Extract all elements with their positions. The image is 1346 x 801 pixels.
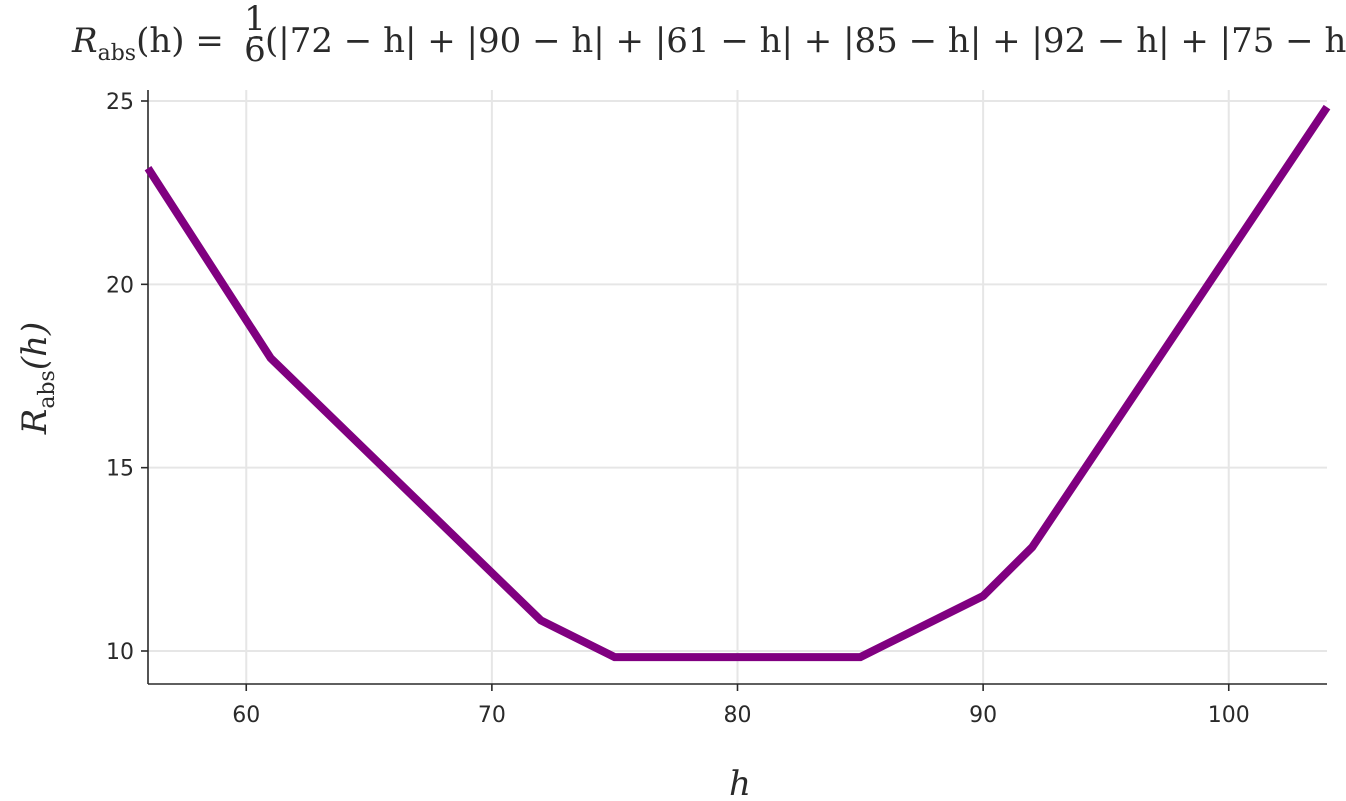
y-tick-label: 25: [106, 90, 134, 115]
y-tick-label: 20: [106, 273, 134, 298]
series-line: [144, 104, 1331, 662]
title-symbol: R: [71, 21, 98, 61]
title-fraction-numerator: 1: [244, 0, 266, 39]
y-tick-label: 10: [106, 640, 134, 665]
grid: [148, 90, 1327, 684]
x-tick-label: 80: [724, 703, 752, 728]
y-tick-label: 15: [106, 457, 134, 482]
x-tick-label: 90: [969, 703, 997, 728]
svg-text:Rabs(h) =: Rabs(h) =: [71, 21, 224, 66]
plot-area: [144, 104, 1331, 662]
axes: 60 70 80 90 100 10 15 20 25: [106, 90, 1327, 728]
y-axis-label: Rabs(h): [15, 322, 60, 436]
y-axis-label-symbol: R: [15, 409, 55, 436]
x-tick-label: 100: [1208, 703, 1250, 728]
title-rhs: (|72 − h| + |90 − h| + |61 − h| + |85 − …: [265, 21, 1346, 61]
x-axis-label: h: [729, 764, 751, 801]
x-tick-label: 70: [478, 703, 506, 728]
title-lhs-arg: (h) =: [136, 21, 224, 61]
title-fraction-denominator: 6: [244, 30, 266, 70]
title-subscript: abs: [98, 41, 137, 66]
y-axis-label-subscript: abs: [35, 370, 60, 409]
y-axis-label-arg: (h): [15, 322, 55, 370]
x-tick-label: 60: [232, 703, 260, 728]
chart-title: Rabs(h) = 1 6 (|72 − h| + |90 − h| + |61…: [71, 0, 1346, 70]
